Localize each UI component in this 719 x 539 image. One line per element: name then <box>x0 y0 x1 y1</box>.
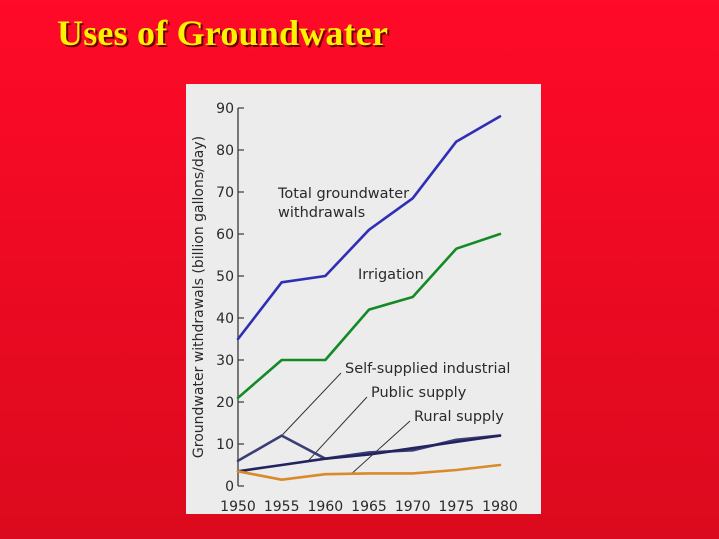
y-tick-label: 60 <box>216 227 234 243</box>
groundwater-line-chart: 0 10 20 30 40 50 60 70 80 90 1950 1955 1960 1965 1970… <box>191 101 518 514</box>
y-tick-label: 20 <box>216 395 234 411</box>
leader-line-public <box>307 396 368 462</box>
x-tick-label: 1975 <box>439 499 475 514</box>
chart-panel: 0 10 20 30 40 50 60 70 80 90 1950 1955 1960 1965 1970… <box>186 84 541 514</box>
y-tick-label: 10 <box>216 437 234 453</box>
series-line-public-supply <box>236 434 502 473</box>
y-tick-label: 30 <box>216 353 234 369</box>
x-tick-label: 1970 <box>395 499 431 514</box>
x-tick-label: 1960 <box>308 499 344 514</box>
slide-title: Uses of Groundwater <box>57 13 389 53</box>
y-tick-label: 50 <box>216 269 234 285</box>
series-line-total-groundwater-withdrawals <box>236 115 502 341</box>
annotation-self-supplied-industrial: Self-supplied industrial <box>345 361 510 377</box>
series-line-rural-supply <box>236 463 502 482</box>
y-tick-label: 40 <box>216 311 234 327</box>
x-tick-label: 1965 <box>351 499 387 514</box>
y-tick-label: 80 <box>216 143 234 159</box>
annotation-rural-supply: Rural supply <box>414 409 504 425</box>
y-axis-label: Groundwater withdrawals (billion gallons… <box>191 136 207 458</box>
annotation-public-supply: Public supply <box>371 385 467 401</box>
x-tick-label: 1980 <box>482 499 518 514</box>
x-tick-label: 1950 <box>220 499 256 514</box>
series-line-self-supplied-industrial <box>236 434 502 463</box>
annotation-total-withdrawals: Total groundwater withdrawals <box>277 186 414 221</box>
y-tick-label: 70 <box>216 185 234 201</box>
x-tick-label: 1955 <box>264 499 300 514</box>
y-tick-label: 90 <box>216 101 234 117</box>
leader-line-rural <box>351 420 411 475</box>
y-tick-label: 0 <box>225 479 234 495</box>
annotation-irrigation: Irrigation <box>358 267 424 283</box>
leader-line-industrial <box>281 372 342 436</box>
series-line-irrigation <box>236 232 502 400</box>
